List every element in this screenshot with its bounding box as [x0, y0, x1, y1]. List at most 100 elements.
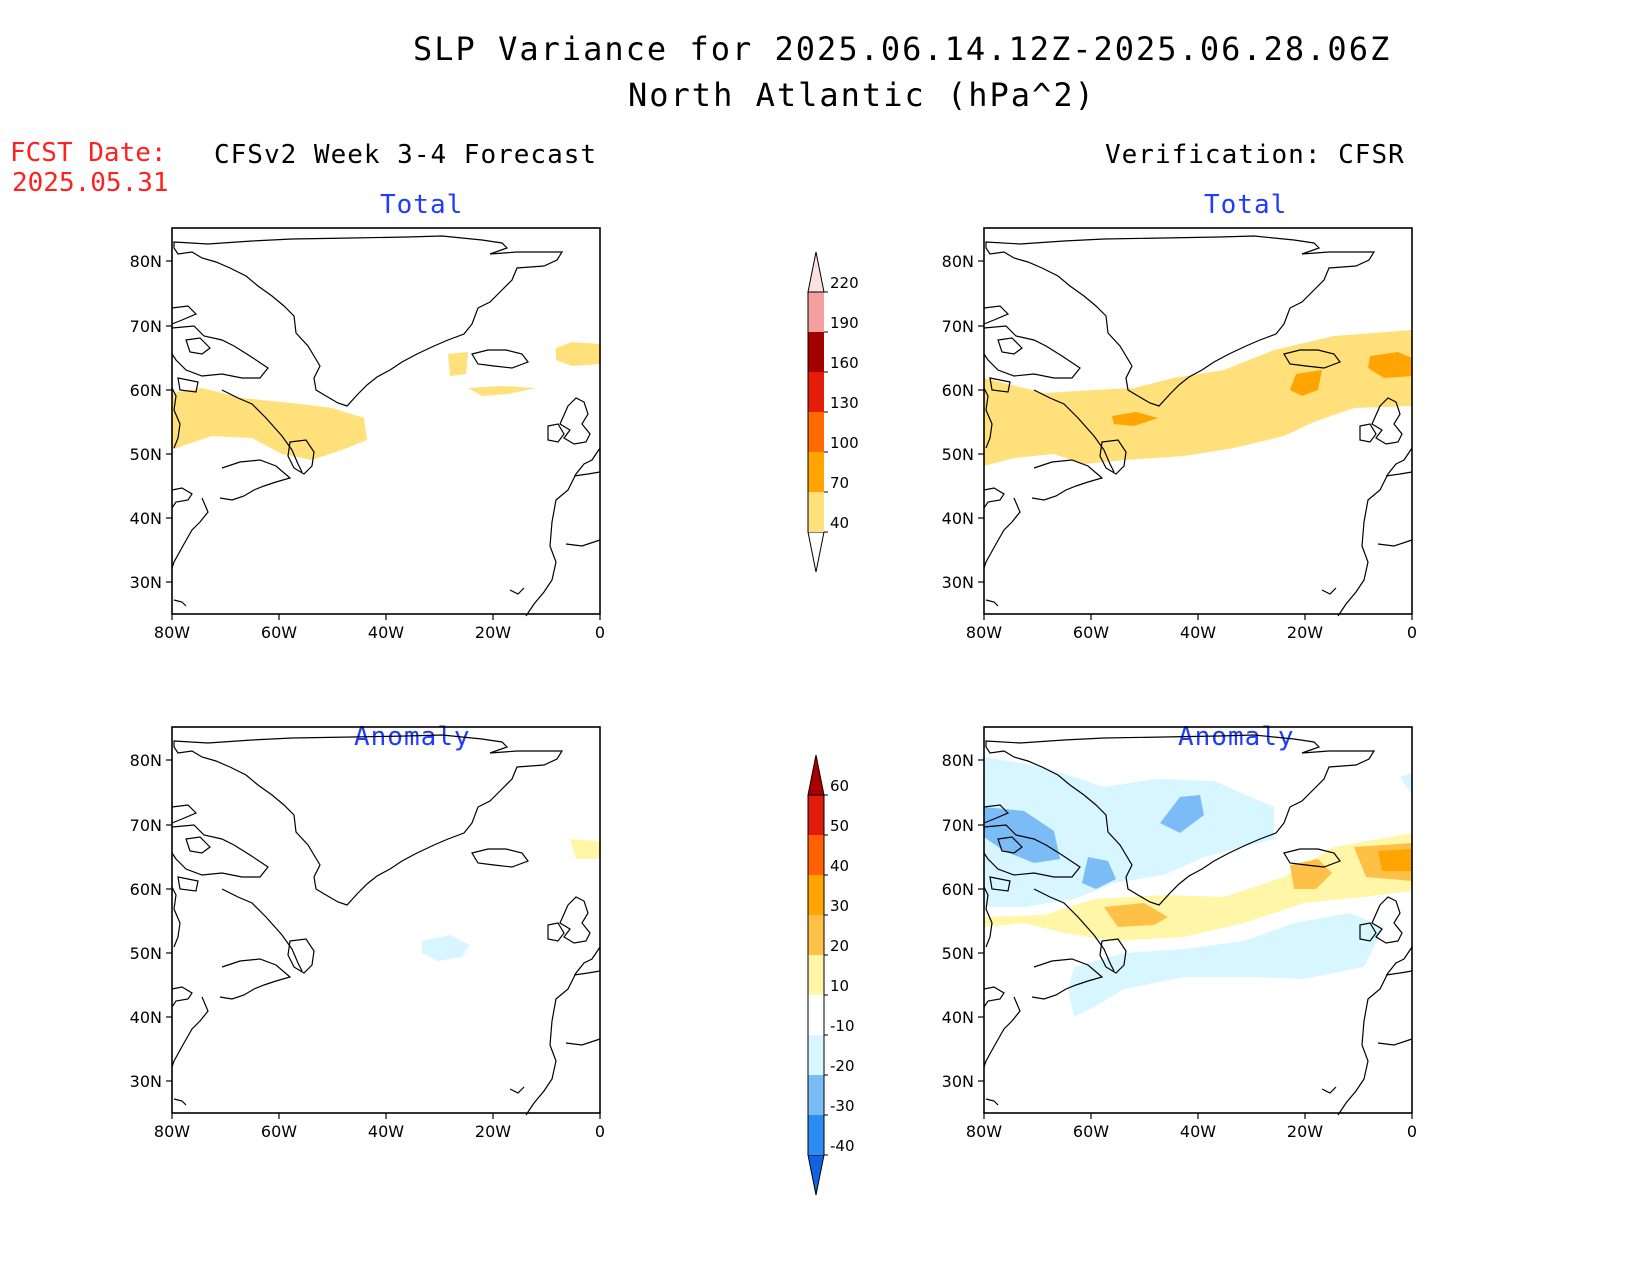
lon-tick-label: 0: [595, 1122, 605, 1141]
colorbar-anomaly: -40 -30 -20 -10 10 20 30 40 50 60: [807, 754, 855, 1196]
colorbar-swatch: [808, 835, 824, 875]
colorbar-swatch: [808, 492, 824, 532]
variance-region: [448, 352, 468, 376]
lat-tick-label: 80N: [942, 751, 974, 770]
lon-tick-label: 60W: [261, 623, 297, 642]
lat-tick-label: 50N: [942, 944, 974, 963]
colorbar-label: -10: [830, 1017, 855, 1035]
verification-total-map: [983, 227, 1413, 617]
lat-tick-label: 70N: [130, 317, 162, 336]
lat-tick-label: 80N: [130, 252, 162, 271]
lon-tick-label: 0: [1407, 1122, 1417, 1141]
lon-tick-label: 60W: [261, 1122, 297, 1141]
lat-tick-label: 40N: [942, 1008, 974, 1027]
colorbar-swatch: [808, 1115, 824, 1155]
lon-tick-label: 80W: [154, 623, 190, 642]
anomaly-region: [1378, 849, 1412, 871]
fcst-date-value: 2025.05.31: [12, 168, 169, 198]
anomaly-region: [1068, 913, 1384, 1017]
forecast-column-title: CFSv2 Week 3-4 Forecast: [214, 140, 598, 170]
variance-region: [1368, 352, 1412, 378]
colorbar-label: 220: [830, 274, 859, 292]
lat-tick-label: 40N: [942, 509, 974, 528]
colorbar-label: 190: [830, 314, 859, 332]
lon-tick-label: 40W: [1180, 1122, 1216, 1141]
forecast-anomaly-map: [171, 726, 601, 1116]
colorbar-extension: [807, 754, 825, 796]
lat-tick-label: 40N: [130, 1008, 162, 1027]
variance-region: [1112, 412, 1158, 426]
lon-tick-label: 40W: [1180, 623, 1216, 642]
colorbar-swatch: [808, 452, 824, 492]
fcst-date-label: FCST Date:: [10, 138, 167, 168]
lon-tick-label: 60W: [1073, 623, 1109, 642]
variance-region: [984, 330, 1412, 466]
lon-tick-label: 60W: [1073, 1122, 1109, 1141]
lat-tick-label: 50N: [942, 445, 974, 464]
lon-tick-label: 40W: [368, 623, 404, 642]
colorbar-swatch: [808, 412, 824, 452]
axis-labels: 80N 70N 60N 50N 40N 30N 80W 60W 40W 20W 0 80N 70N 60N…: [130, 252, 1417, 1141]
colorbar-swatch: [808, 915, 824, 955]
lon-tick-label: 0: [595, 623, 605, 642]
lat-tick-label: 60N: [942, 381, 974, 400]
colorbar-label: 60: [830, 777, 849, 795]
lat-tick-label: 70N: [942, 816, 974, 835]
lon-tick-label: 0: [1407, 623, 1417, 642]
lat-tick-label: 30N: [942, 573, 974, 592]
colorbar-label: 130: [830, 394, 859, 412]
lat-tick-label: 40N: [130, 509, 162, 528]
colorbar-swatch: [808, 875, 824, 915]
variance-region: [172, 388, 367, 460]
colorbar-label: 40: [830, 857, 849, 875]
lat-tick-label: 30N: [130, 1072, 162, 1091]
colorbar-label: 50: [830, 817, 849, 835]
lon-tick-label: 80W: [966, 623, 1002, 642]
colorbar-label: 40: [830, 514, 849, 532]
anomaly-region: [984, 807, 1060, 863]
colorbar-swatch: [808, 955, 824, 995]
lat-tick-label: 70N: [942, 317, 974, 336]
lat-tick-label: 80N: [942, 252, 974, 271]
colorbar-label: 70: [830, 474, 849, 492]
colorbar-extension: [807, 531, 825, 573]
anomaly-region: [1104, 903, 1168, 927]
anomaly-region: [984, 757, 1274, 907]
lon-tick-label: 20W: [475, 1122, 511, 1141]
colorbar-swatch: [808, 292, 824, 332]
chart-title: SLP Variance for 2025.06.14.12Z-2025.06.…: [413, 30, 1392, 68]
colorbar-swatch: [808, 332, 824, 372]
anomaly-region: [984, 833, 1412, 941]
variance-region: [468, 386, 536, 396]
lat-tick-label: 80N: [130, 751, 162, 770]
verification-total-label: Total: [1204, 190, 1288, 220]
colorbar-label: 100: [830, 434, 859, 452]
colorbar-swatch: [808, 995, 824, 1035]
lon-tick-label: 80W: [154, 1122, 190, 1141]
lat-tick-label: 60N: [130, 381, 162, 400]
colorbar-extension: [807, 1154, 825, 1196]
anomaly-region: [422, 935, 470, 961]
colorbar-label: -30: [830, 1097, 855, 1115]
colorbar-label: 20: [830, 937, 849, 955]
anomaly-region: [1400, 773, 1412, 795]
variance-region: [556, 342, 600, 366]
colorbar-label: 10: [830, 977, 849, 995]
lat-tick-label: 50N: [130, 944, 162, 963]
colorbar-label: 30: [830, 897, 849, 915]
colorbar-swatch: [808, 1035, 824, 1075]
colorbar-extension: [807, 251, 825, 293]
lon-tick-label: 20W: [1287, 623, 1323, 642]
verification-column-title: Verification: CFSR: [1105, 140, 1405, 170]
lat-tick-label: 30N: [942, 1072, 974, 1091]
colorbar-total: 40 70 100 130 160 190 220: [807, 251, 859, 573]
colorbar-swatch: [808, 1075, 824, 1115]
anomaly-region: [1082, 857, 1116, 889]
lon-tick-label: 40W: [368, 1122, 404, 1141]
variance-region: [1290, 370, 1322, 396]
forecast-total-label: Total: [380, 190, 464, 220]
colorbar-label: -20: [830, 1057, 855, 1075]
anomaly-region: [1160, 795, 1204, 833]
anomaly-region: [570, 839, 600, 859]
